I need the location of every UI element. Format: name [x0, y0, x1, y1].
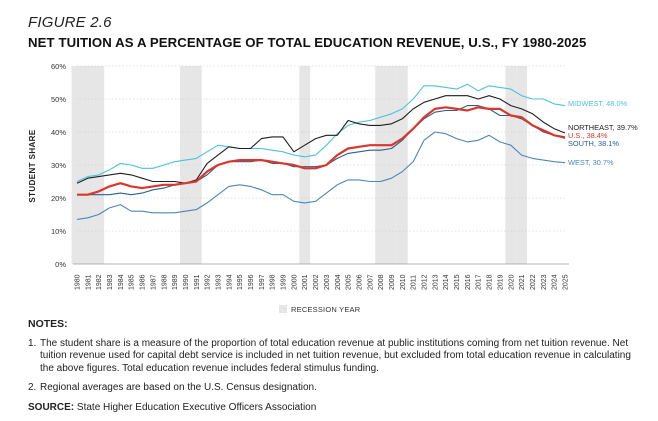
- y-tick-label: 60%: [51, 62, 66, 71]
- x-tick-label: 1992: [205, 274, 212, 290]
- x-tick-label: 2016: [465, 274, 472, 290]
- x-tick-label: 2005: [346, 274, 353, 290]
- series-label-south: SOUTH, 38.1%: [568, 139, 619, 148]
- x-tick-label: 1984: [118, 274, 125, 290]
- x-tick-label: 1981: [85, 274, 92, 290]
- x-tick-label: 2024: [552, 274, 559, 290]
- x-tick-label: 1999: [281, 274, 288, 290]
- x-tick-label: 2019: [497, 274, 504, 290]
- x-tick-label: 2002: [313, 274, 320, 290]
- x-tick-label: 1995: [237, 274, 244, 290]
- series-line-midwest: [76, 83, 566, 183]
- series-label-midwest: MIDWEST, 48.0%: [568, 99, 628, 108]
- x-tick-label: 2000: [291, 274, 298, 290]
- x-tick-label: 1998: [270, 274, 277, 290]
- x-tick-label: 1985: [129, 274, 136, 290]
- x-tick-label: 1990: [183, 274, 190, 290]
- line-chart: 0% 10% 20% 30% 40% 50% 60% 1980 1981 1982 1983 1984…: [28, 62, 638, 314]
- y-tick-label: 40%: [51, 128, 66, 137]
- y-tick-label: 10%: [51, 227, 66, 236]
- x-tick-label: 1994: [226, 274, 233, 290]
- x-tick-label: 1983: [107, 274, 114, 290]
- y-axis-label: STUDENT SHARE: [28, 129, 37, 202]
- x-tick-label: 1993: [215, 274, 222, 290]
- series-label-northeast: NORTHEAST, 39.7%: [568, 123, 638, 132]
- y-tick-label: 0%: [55, 260, 66, 269]
- note-number: 2.: [28, 382, 37, 393]
- notes-heading: NOTES:: [28, 318, 68, 330]
- recession-band: [375, 66, 387, 264]
- y-tick-label: 50%: [51, 95, 66, 104]
- figure-label: FIGURE 2.6: [28, 14, 112, 31]
- x-tick-label: 1986: [140, 274, 147, 290]
- x-tick-label: 2009: [389, 274, 396, 290]
- x-tick-label: 1982: [96, 274, 103, 290]
- recession-band: [505, 66, 517, 264]
- x-tick-label: 2023: [541, 274, 548, 290]
- x-tick-label: 2007: [367, 274, 374, 290]
- x-tick-label: 2010: [400, 274, 407, 290]
- x-tick-label: 2001: [302, 274, 309, 290]
- series-label-us: U.S., 38.4%: [568, 131, 608, 140]
- x-tick-label: 2018: [487, 274, 494, 290]
- x-tick-label: 2014: [443, 274, 450, 290]
- source-text: State Higher Education Executive Officer…: [76, 401, 317, 413]
- x-tick-label: 1987: [150, 274, 157, 290]
- x-tick-label: 1996: [248, 274, 255, 290]
- note-item: 2. Regional averages are based on the U.…: [28, 382, 638, 395]
- series-line-west: [76, 131, 566, 220]
- x-tick-label: 2004: [335, 274, 342, 290]
- x-tick-label: 2017: [476, 274, 483, 290]
- x-tick-label: 2015: [454, 274, 461, 290]
- note-text: Regional averages are based on the U.S. …: [40, 382, 317, 393]
- recession-band: [386, 66, 397, 264]
- x-tick-label: 2003: [324, 274, 331, 290]
- x-tick-label: 1991: [194, 274, 201, 290]
- y-tick-label: 30%: [51, 161, 66, 170]
- recession-band: [180, 66, 191, 264]
- recession-band: [396, 66, 408, 264]
- x-tick-label: 1989: [172, 274, 179, 290]
- series-label-west: WEST, 30.7%: [568, 158, 614, 167]
- x-tick-label: 2022: [530, 274, 537, 290]
- notes-section: NOTES: 1. The student share is a measure…: [28, 318, 638, 414]
- x-tick-label: 2011: [411, 275, 418, 290]
- note-text: The student share is a measure of the pr…: [40, 337, 631, 374]
- source-line: SOURCE: State Higher Education Executive…: [28, 402, 638, 415]
- x-tick-label: 2013: [432, 274, 439, 290]
- legend-swatch: [279, 305, 287, 313]
- note-item: 1. The student share is a measure of the…: [28, 338, 638, 376]
- x-tick-label: 2025: [563, 274, 570, 290]
- x-tick-label: 2006: [356, 274, 363, 290]
- chart-title: NET TUITION AS A PERCENTAGE OF TOTAL EDU…: [28, 35, 587, 50]
- source-label: SOURCE:: [28, 401, 75, 413]
- x-tick-label: 1980: [75, 274, 82, 290]
- x-tick-label: 2012: [422, 274, 429, 290]
- note-number: 1.: [28, 337, 37, 349]
- x-tick-label: 2008: [378, 274, 385, 290]
- series-line-us: [77, 106, 566, 196]
- legend-label: RECESSION YEAR: [291, 305, 361, 314]
- series-line-northeast: [76, 95, 566, 184]
- x-tick-label: 1988: [161, 274, 168, 290]
- y-tick-label: 20%: [51, 194, 66, 203]
- x-tick-label: 2021: [519, 274, 526, 290]
- x-tick-label: 1997: [259, 274, 266, 290]
- x-tick-label: 2020: [508, 274, 515, 290]
